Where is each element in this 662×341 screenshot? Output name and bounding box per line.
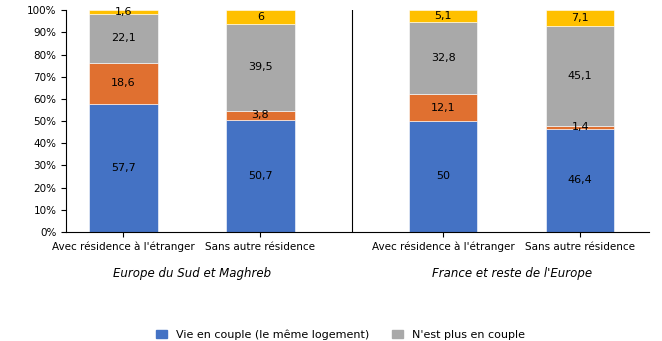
- Text: 7,1: 7,1: [571, 13, 589, 23]
- Text: 12,1: 12,1: [431, 103, 455, 113]
- Bar: [226, 24, 295, 111]
- Text: 3,8: 3,8: [252, 110, 269, 120]
- Legend: Vie en couple (le même logement), Vie en couple (logements séparés), N'est plus : Vie en couple (le même logement), Vie en…: [156, 329, 559, 341]
- Bar: [89, 14, 158, 63]
- Bar: [409, 10, 477, 21]
- Text: 18,6: 18,6: [111, 78, 136, 88]
- Bar: [409, 21, 477, 94]
- Text: 1,6: 1,6: [115, 7, 132, 17]
- Text: 6: 6: [257, 12, 264, 22]
- Text: 50,7: 50,7: [248, 171, 273, 181]
- Bar: [409, 121, 477, 232]
- Text: 45,1: 45,1: [568, 71, 592, 81]
- Text: 39,5: 39,5: [248, 62, 273, 72]
- Text: 46,4: 46,4: [568, 176, 592, 186]
- Bar: [546, 126, 614, 129]
- Text: 1,4: 1,4: [571, 122, 589, 133]
- Bar: [89, 63, 158, 104]
- Bar: [546, 129, 614, 232]
- Text: Europe du Sud et Maghreb: Europe du Sud et Maghreb: [113, 267, 271, 280]
- Text: France et reste de l'Europe: France et reste de l'Europe: [432, 267, 592, 280]
- Bar: [89, 10, 158, 14]
- Text: 50: 50: [436, 172, 450, 181]
- Text: 32,8: 32,8: [431, 53, 455, 63]
- Bar: [226, 10, 295, 24]
- Text: 57,7: 57,7: [111, 163, 136, 173]
- Bar: [546, 10, 614, 26]
- Bar: [546, 26, 614, 126]
- Bar: [89, 104, 158, 232]
- Text: 5,1: 5,1: [434, 11, 452, 21]
- Text: 22,1: 22,1: [111, 33, 136, 43]
- Bar: [226, 111, 295, 119]
- Bar: [226, 119, 295, 232]
- Bar: [409, 94, 477, 121]
